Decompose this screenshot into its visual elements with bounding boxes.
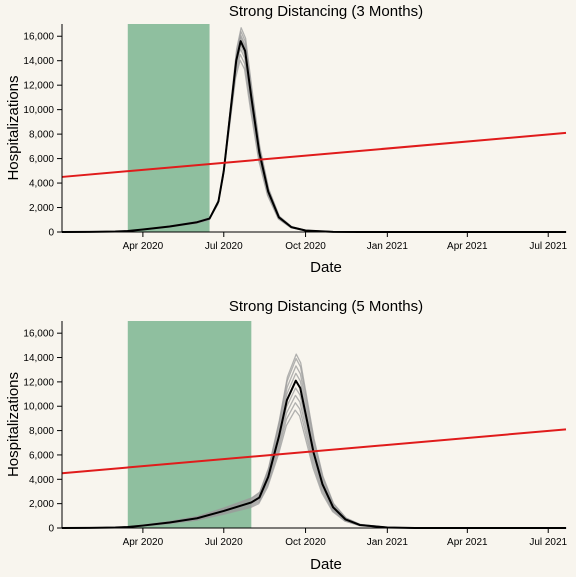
capacity-line [61, 428, 567, 475]
x-tick-label: Oct 2020 [285, 241, 326, 252]
y-tick-label: 8,000 [29, 426, 54, 437]
y-tick-label: 10,000 [23, 105, 54, 116]
chart-panel-1: 0 2,000 4,000 6,000 8,000 10,000 12,000 14,000 1… [5, 3, 568, 276]
y-tick-label: 8,000 [29, 130, 54, 141]
y-axis-label: Hospitalizations [5, 75, 22, 180]
y-tick-label: 14,000 [23, 56, 54, 67]
y-tick-label: 2,000 [29, 499, 54, 510]
y-tick-label: 16,000 [23, 329, 54, 340]
y-axis-label: Hospitalizations [5, 372, 22, 477]
chart-title: Strong Distancing (5 Months) [229, 298, 423, 315]
chart-title: Strong Distancing (3 Months) [229, 3, 423, 20]
x-tick-label: Jul 2020 [205, 537, 243, 548]
x-axis-label: Date [310, 259, 342, 276]
x-axis-label: Date [310, 556, 342, 573]
capacity-line [61, 131, 567, 178]
y-tick-label: 0 [48, 524, 54, 535]
x-tick-label: Jul 2020 [205, 241, 243, 252]
distancing-period-band [127, 321, 252, 528]
mean-hospitalizations-line [61, 379, 566, 529]
y-tick-label: 6,000 [29, 450, 54, 461]
x-tick-label: Apr 2020 [123, 537, 164, 548]
x-tick-label: Oct 2020 [285, 537, 326, 548]
y-tick-label: 12,000 [23, 81, 54, 92]
y-tick-label: 14,000 [23, 353, 54, 364]
distancing-period-band [127, 24, 210, 232]
x-tick-label: Apr 2021 [447, 241, 488, 252]
y-tick-label: 10,000 [23, 402, 54, 413]
x-tick-label: Apr 2021 [447, 537, 488, 548]
chart-panel-2: 0 2,000 4,000 6,000 8,000 10,000 12,000 14,000 1… [5, 298, 568, 573]
y-tick-label: 4,000 [29, 475, 54, 486]
x-tick-label: Jan 2021 [367, 241, 409, 252]
y-tick-label: 6,000 [29, 154, 54, 165]
y-tick-label: 4,000 [29, 179, 54, 190]
y-tick-label: 16,000 [23, 32, 54, 43]
y-tick-label: 2,000 [29, 203, 54, 214]
y-tick-label: 0 [48, 228, 54, 239]
x-tick-label: Jul 2021 [529, 537, 567, 548]
x-tick-label: Jan 2021 [367, 537, 409, 548]
x-tick-label: Jul 2021 [529, 241, 567, 252]
x-tick-label: Apr 2020 [123, 241, 164, 252]
y-tick-label: 12,000 [23, 377, 54, 388]
